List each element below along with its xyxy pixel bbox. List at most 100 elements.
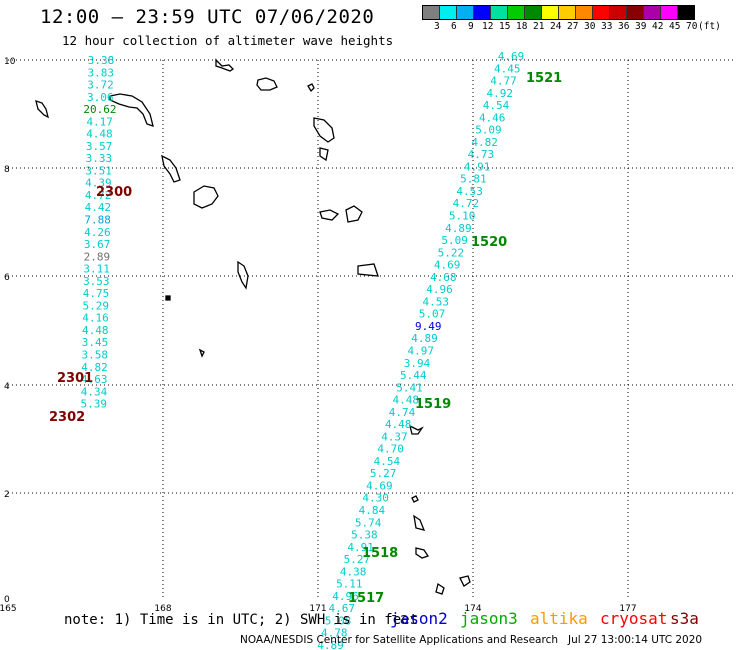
legend-swatch — [593, 6, 610, 19]
legend-label: 42 — [652, 21, 664, 32]
swh-value: 4.54 — [374, 455, 401, 468]
legend-swatch — [525, 6, 542, 19]
pass-number: 1517 — [348, 591, 384, 606]
page-title: 12:00 — 23:59 UTC 07/06/2020 — [40, 6, 375, 28]
legend-label: 12 — [482, 21, 494, 32]
swh-value: 4.72 — [453, 197, 480, 210]
swh-value: 5.09 — [475, 124, 502, 137]
legend-label: 36 — [618, 21, 630, 32]
lon-tick-label: 177 — [619, 604, 636, 614]
swh-value: 4.89 — [445, 222, 472, 235]
island-shape — [357, 263, 379, 277]
lon-tick-label: 171 — [309, 604, 326, 614]
swh-value: 4.75 — [83, 287, 110, 300]
satellite-label-jason3: jason3 — [460, 609, 518, 628]
legend-swatch — [508, 6, 525, 19]
swh-value: 3.67 — [84, 238, 111, 251]
legend-swatch — [542, 6, 559, 19]
swh-value: 20.62 — [83, 103, 116, 116]
swh-value: 4.30 — [362, 492, 389, 505]
swh-value: 4.70 — [377, 443, 404, 456]
island-shape — [237, 260, 249, 290]
pass-number: 1518 — [362, 546, 398, 561]
lat-tick-label: 8 — [4, 165, 10, 175]
legend-label: 18 — [516, 21, 528, 32]
swh-value: 9.49 — [415, 320, 442, 333]
swh-value: 5.27 — [370, 467, 397, 480]
legend-swatch — [678, 6, 694, 19]
swh-value: 4.16 — [82, 312, 109, 325]
satellite-label-s3a: s3a — [670, 609, 699, 628]
swh-value: 3.72 — [87, 79, 114, 92]
swh-value: 3.45 — [82, 336, 109, 349]
swh-value: 4.34 — [81, 385, 108, 398]
satellite-label-cryosat: cryosat — [600, 609, 668, 628]
swh-value: 5.07 — [419, 308, 446, 321]
legend-label: 15 — [499, 21, 511, 32]
swh-value: 4.42 — [85, 201, 112, 214]
swh-value: 3.94 — [404, 357, 431, 370]
island-outlines — [35, 58, 471, 595]
island-shape — [198, 348, 205, 358]
legend-label: 39 — [635, 21, 647, 32]
legend-swatch — [457, 6, 474, 19]
swh-value: 5.39 — [80, 398, 107, 411]
swh-value: 4.91 — [464, 160, 491, 173]
legend-swatch — [474, 6, 491, 19]
legend-label: 70 — [686, 21, 698, 32]
swh-value: 4.67 — [329, 602, 356, 615]
legend-swatch — [491, 6, 508, 19]
island-shape — [435, 582, 445, 595]
swh-value: 5.29 — [83, 299, 110, 312]
lat-lon-grid: 165 168 171 174 177 0 2 4 6 8 10 — [0, 57, 735, 614]
swh-value: 4.69 — [366, 479, 393, 492]
lat-tick-label: 2 — [4, 490, 10, 500]
swh-value: 5.41 — [396, 381, 423, 394]
island-shape — [161, 154, 181, 183]
note-text: note: 1) Time is in UTC; 2) SWH is in fe… — [64, 612, 419, 628]
pass-number: 1520 — [471, 235, 507, 250]
legend-swatch — [644, 6, 661, 19]
pass-number: 2301 — [57, 371, 93, 386]
legend-label: 21 — [533, 21, 545, 32]
swh-value: 4.54 — [483, 99, 510, 112]
swh-value: 7.88 — [84, 214, 111, 227]
island-shape — [459, 575, 471, 587]
island-shape — [193, 185, 219, 209]
swh-value: 4.82 — [81, 361, 108, 374]
island-shape — [319, 209, 340, 221]
legend-label: 3 — [434, 21, 440, 32]
island-shape — [413, 514, 426, 531]
swh-value: 4.97 — [408, 344, 435, 357]
island-shape — [345, 205, 363, 223]
legend-label: 33 — [601, 21, 613, 32]
swh-value: 5.22 — [438, 246, 465, 259]
pass-number: 1521 — [526, 71, 562, 86]
swh-value: 4.68 — [430, 271, 457, 284]
legend-label: 27 — [567, 21, 579, 32]
lat-tick-label: 6 — [4, 273, 10, 283]
pass-number: 1519 — [415, 397, 451, 412]
lat-tick-label: 0 — [4, 595, 10, 605]
swh-value: 5.38 — [351, 529, 378, 542]
swh-value: 3.33 — [86, 152, 113, 165]
swh-value: 3.53 — [83, 275, 110, 288]
swh-value: 4.69 — [434, 259, 461, 272]
swh-value: 4.26 — [84, 226, 111, 239]
island-shape — [256, 77, 278, 91]
swh-value: 4.89 — [411, 332, 438, 345]
swh-value: 3.57 — [86, 140, 113, 153]
legend-swatch — [661, 6, 678, 19]
swh-value: 3.83 — [87, 66, 114, 79]
legend-swatch — [610, 6, 627, 19]
legend-label: 45 — [669, 21, 681, 32]
lat-tick-label: 4 — [4, 382, 10, 392]
legend-label: 6 — [451, 21, 457, 32]
island-shape — [215, 58, 235, 72]
legend-label: 9 — [468, 21, 474, 32]
satellite-label-jason2: jason2 — [390, 609, 448, 628]
swh-value: 4.69 — [498, 50, 525, 63]
swh-value: 5.74 — [355, 516, 382, 529]
swh-value: 4.48 — [385, 418, 412, 431]
